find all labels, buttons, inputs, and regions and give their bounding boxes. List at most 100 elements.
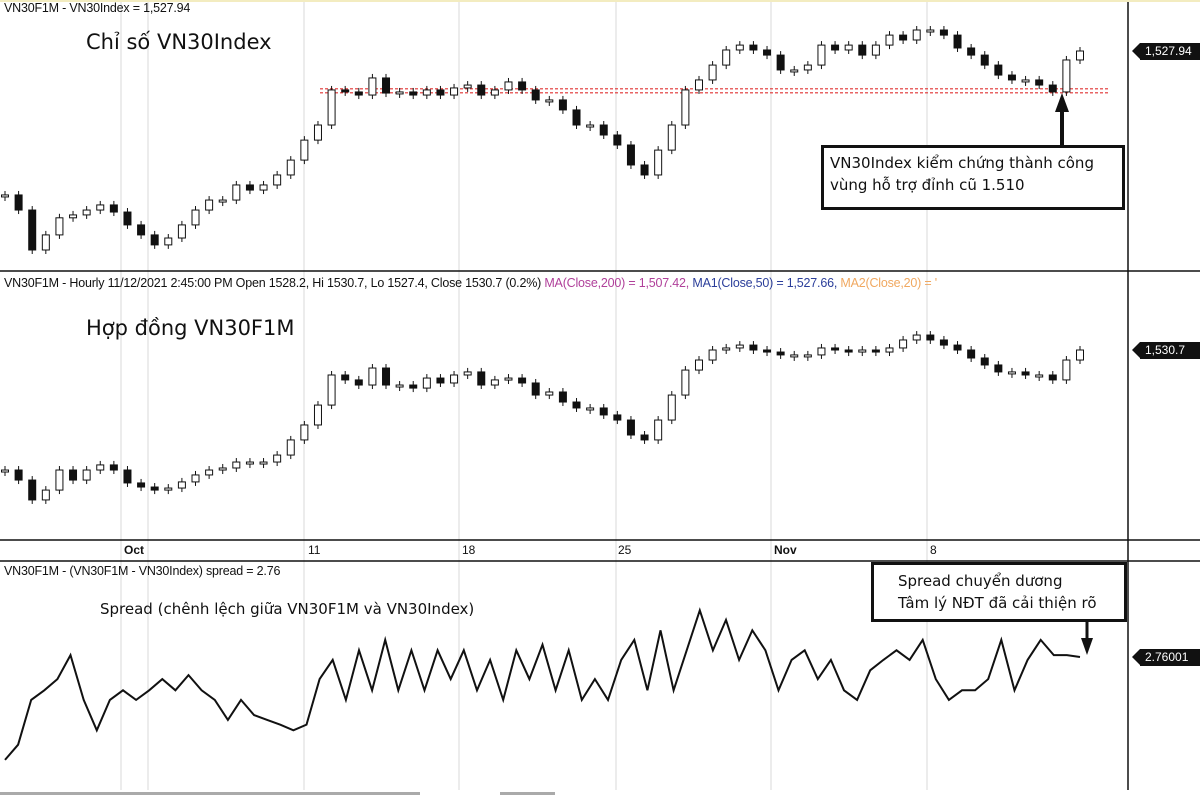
- candle: [1, 190, 9, 201]
- candle: [1076, 47, 1084, 64]
- ma200-readout: MA(Close,200) = 1,507.42,: [544, 276, 693, 290]
- candle: [1035, 75, 1044, 90]
- spread-annotation: Spread chuyển dương Tâm lý NĐT đã cải th…: [871, 562, 1127, 622]
- horizontal-scrollbar[interactable]: [0, 792, 420, 795]
- candle: [1, 466, 9, 477]
- candle: [150, 230, 159, 249]
- index-title: Chỉ số VN30Index: [86, 30, 272, 54]
- candle: [259, 458, 268, 469]
- candle: [586, 121, 595, 132]
- candle: [871, 346, 880, 357]
- candle: [803, 61, 812, 74]
- candle: [722, 45, 731, 70]
- candle: [300, 136, 309, 165]
- candle: [69, 466, 78, 485]
- candle: [776, 348, 785, 359]
- candle: [109, 460, 118, 475]
- candle: [763, 346, 772, 357]
- candle: [327, 370, 336, 410]
- candle: [899, 31, 908, 44]
- candle: [626, 140, 635, 169]
- candle: [409, 381, 418, 393]
- candle: [953, 31, 962, 52]
- candle: [654, 416, 663, 444]
- candle: [205, 196, 214, 215]
- spread-last-value: 2.76001: [1132, 649, 1200, 666]
- candle: [899, 335, 908, 352]
- candle: [1021, 75, 1030, 86]
- candle: [817, 41, 826, 70]
- x-tick: Nov: [774, 543, 797, 557]
- candle: [490, 85, 499, 100]
- candle: [245, 180, 254, 195]
- candle: [164, 484, 173, 495]
- candle: [300, 420, 309, 444]
- candle: [273, 451, 282, 467]
- candle: [382, 73, 391, 98]
- candle: [967, 346, 976, 362]
- candle: [1007, 367, 1016, 378]
- candle: [368, 73, 377, 100]
- annotation-line: VN30Index kiểm chứng thành công: [830, 154, 1094, 172]
- index-candles: [1, 25, 1084, 255]
- candle: [1062, 55, 1071, 96]
- index-header: VN30F1M - VN30Index = 1,527.94: [4, 1, 191, 15]
- ohlc-readout: VN30F1M - Hourly 11/12/2021 2:45:00 PM O…: [4, 276, 545, 290]
- candle: [871, 41, 880, 60]
- candle: [341, 370, 350, 384]
- index-annotation: VN30Index kiểm chứng thành công vùng hỗ …: [821, 145, 1125, 210]
- candle: [1076, 346, 1084, 365]
- candle: [980, 51, 989, 70]
- candle: [844, 346, 853, 357]
- candle: [245, 458, 254, 469]
- candle: [354, 375, 363, 390]
- candle: [382, 364, 391, 390]
- candle: [558, 95, 567, 114]
- candle: [123, 208, 132, 229]
- index-last-price: 1,527.94: [1132, 43, 1200, 60]
- candle: [327, 85, 336, 130]
- candle: [531, 85, 540, 104]
- candle: [926, 25, 935, 36]
- candle: [667, 391, 676, 425]
- candle: [980, 353, 989, 369]
- candle: [885, 343, 894, 357]
- candle: [518, 77, 527, 94]
- candle: [313, 401, 322, 429]
- candle: [912, 331, 921, 344]
- candle: [572, 105, 581, 130]
- candle: [82, 206, 91, 219]
- candle: [450, 370, 459, 387]
- candle: [831, 343, 840, 354]
- arrow-up-icon: [1055, 93, 1069, 145]
- futures-last-price: 1,530.7: [1132, 342, 1200, 359]
- scrollbar-thumb[interactable]: [500, 792, 555, 795]
- candle: [926, 331, 935, 344]
- candle: [763, 45, 772, 60]
- x-tick: 8: [930, 543, 937, 557]
- candle: [613, 410, 622, 425]
- futures-candles: [1, 331, 1084, 504]
- candle: [640, 160, 649, 179]
- candle: [545, 95, 554, 106]
- candle: [82, 466, 91, 485]
- candle: [259, 180, 268, 195]
- candle: [858, 41, 867, 60]
- candle: [1007, 71, 1016, 84]
- candle: [41, 486, 50, 504]
- candle: [912, 25, 921, 44]
- candle: [341, 85, 350, 96]
- candle: [191, 470, 200, 486]
- candle: [858, 346, 867, 357]
- spread-line: [4, 607, 1081, 761]
- candle: [273, 170, 282, 189]
- candle: [69, 210, 78, 222]
- candle: [137, 220, 146, 239]
- candle: [722, 343, 731, 354]
- candle: [1048, 81, 1057, 96]
- candle: [803, 350, 812, 361]
- candle: [313, 121, 322, 145]
- candle: [545, 387, 554, 400]
- candle: [735, 41, 744, 54]
